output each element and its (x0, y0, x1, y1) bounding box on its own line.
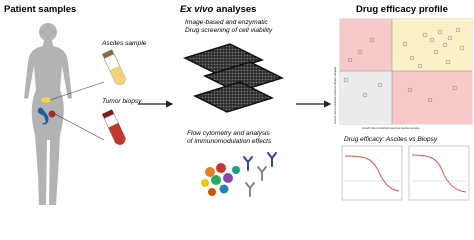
axis-label: Growth rate normalized response Biopsy s… (333, 66, 337, 124)
biopsy-tube (102, 109, 126, 145)
method-text: Flow cytometry and analysis (187, 130, 271, 137)
panel-title: Drug efficacy profile (356, 4, 448, 15)
plates (182, 43, 285, 113)
sample-label: Tumor biopsy (102, 98, 142, 105)
title-rest: analyses (216, 4, 256, 15)
antibodies (243, 152, 277, 197)
method-text: of immunomodulation effects (187, 138, 272, 145)
axis-label: Growth rate normalized response Ascites … (362, 126, 420, 130)
panel-title: Patient samples (4, 4, 76, 15)
title-italic: Ex vivo (180, 4, 213, 15)
method-text: Image-based and enzymatic (185, 19, 269, 26)
ascites-site (41, 97, 51, 103)
dose-response-plot (408, 145, 470, 201)
scatter-panel (339, 18, 473, 125)
panel-title: Ex vivo analyses (180, 4, 256, 15)
method-text: Drug screening of cell viability (185, 27, 273, 34)
comparison-title: Drug efficacy: Ascites vs Biopsy (344, 136, 438, 143)
connector (49, 81, 105, 101)
sample-label: Ascites sample (101, 40, 147, 47)
tumor-site (48, 110, 56, 118)
connector (54, 113, 105, 141)
body-silhouette (24, 23, 72, 205)
organ (37, 107, 49, 125)
ascites-tube (102, 49, 126, 85)
dose-response-plot (341, 145, 403, 201)
cells (201, 163, 240, 196)
figure: Patient samples Ascites sample Tumor bio… (4, 4, 473, 205)
